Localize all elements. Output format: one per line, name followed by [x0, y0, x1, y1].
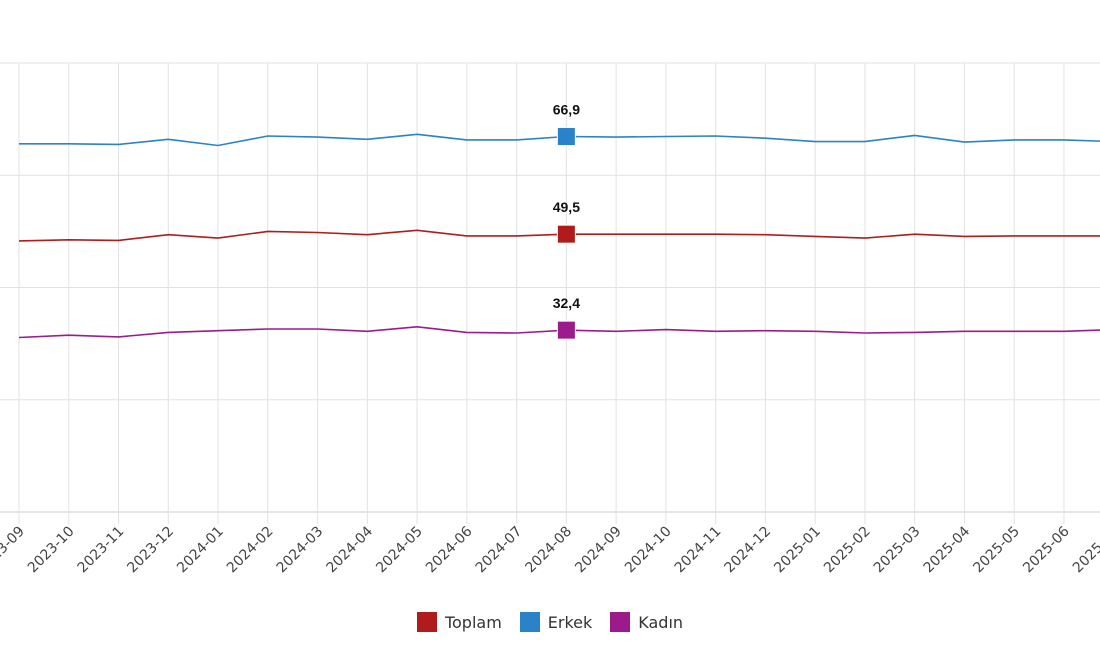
highlight-marker-erkek: [556, 127, 576, 147]
legend-swatch-erkek: [519, 612, 540, 632]
x-tick-label: 2024-12: [722, 524, 775, 577]
x-tick-label: 2024-02: [224, 524, 277, 577]
data-label-toplam: 49,5: [553, 199, 580, 215]
legend: Toplam Erkek Kadın: [0, 612, 1100, 632]
data-label-kadin: 32,4: [553, 295, 580, 311]
x-tick-label: 2024-11: [672, 524, 725, 577]
x-tick-label: 2025-02: [821, 524, 874, 577]
x-tick-label: 2024-01: [174, 524, 227, 577]
x-tick-label: 2025-03: [871, 524, 924, 577]
legend-item-erkek[interactable]: Erkek: [519, 612, 593, 632]
x-tick-label: 2025-01: [771, 524, 824, 577]
legend-item-toplam[interactable]: Toplam: [416, 612, 502, 632]
x-tick-label: 2025-06: [1020, 523, 1073, 576]
highlight-marker-kadin: [556, 320, 576, 340]
highlight-marker-toplam: [556, 224, 576, 244]
x-tick-label: 2024-06: [423, 523, 476, 576]
x-tick-label: 2023-12: [124, 524, 177, 577]
x-tick-label: 2024-05: [373, 524, 426, 577]
x-tick-label: 2023-10: [25, 524, 78, 577]
x-tick-label: 2023-11: [75, 524, 128, 577]
x-tick-label: 2024-08: [523, 524, 576, 577]
x-tick-label: 2024-04: [323, 523, 376, 576]
x-tick-label: 2025-04: [921, 523, 974, 576]
x-tick-label: 2024-09: [572, 524, 625, 577]
x-tick-label: 2023-09: [0, 524, 28, 577]
legend-label: Erkek: [547, 612, 593, 632]
x-tick-label: 2025-07: [1070, 524, 1100, 577]
x-tick-label: 2024-03: [274, 524, 327, 577]
x-tick-label: 2025-05: [970, 524, 1023, 577]
legend-label: Kadın: [638, 612, 684, 632]
legend-swatch-kadin: [610, 612, 631, 632]
x-tick-label: 2024-07: [473, 524, 526, 577]
x-tick-label: 2024-10: [622, 524, 675, 577]
legend-swatch-toplam: [416, 612, 437, 632]
legend-label: Toplam: [444, 612, 502, 632]
data-label-erkek: 66,9: [553, 102, 580, 118]
legend-item-kadin[interactable]: Kadın: [610, 612, 683, 632]
line-chart: 2023-092023-102023-112023-122024-012024-…: [0, 62, 1100, 577]
